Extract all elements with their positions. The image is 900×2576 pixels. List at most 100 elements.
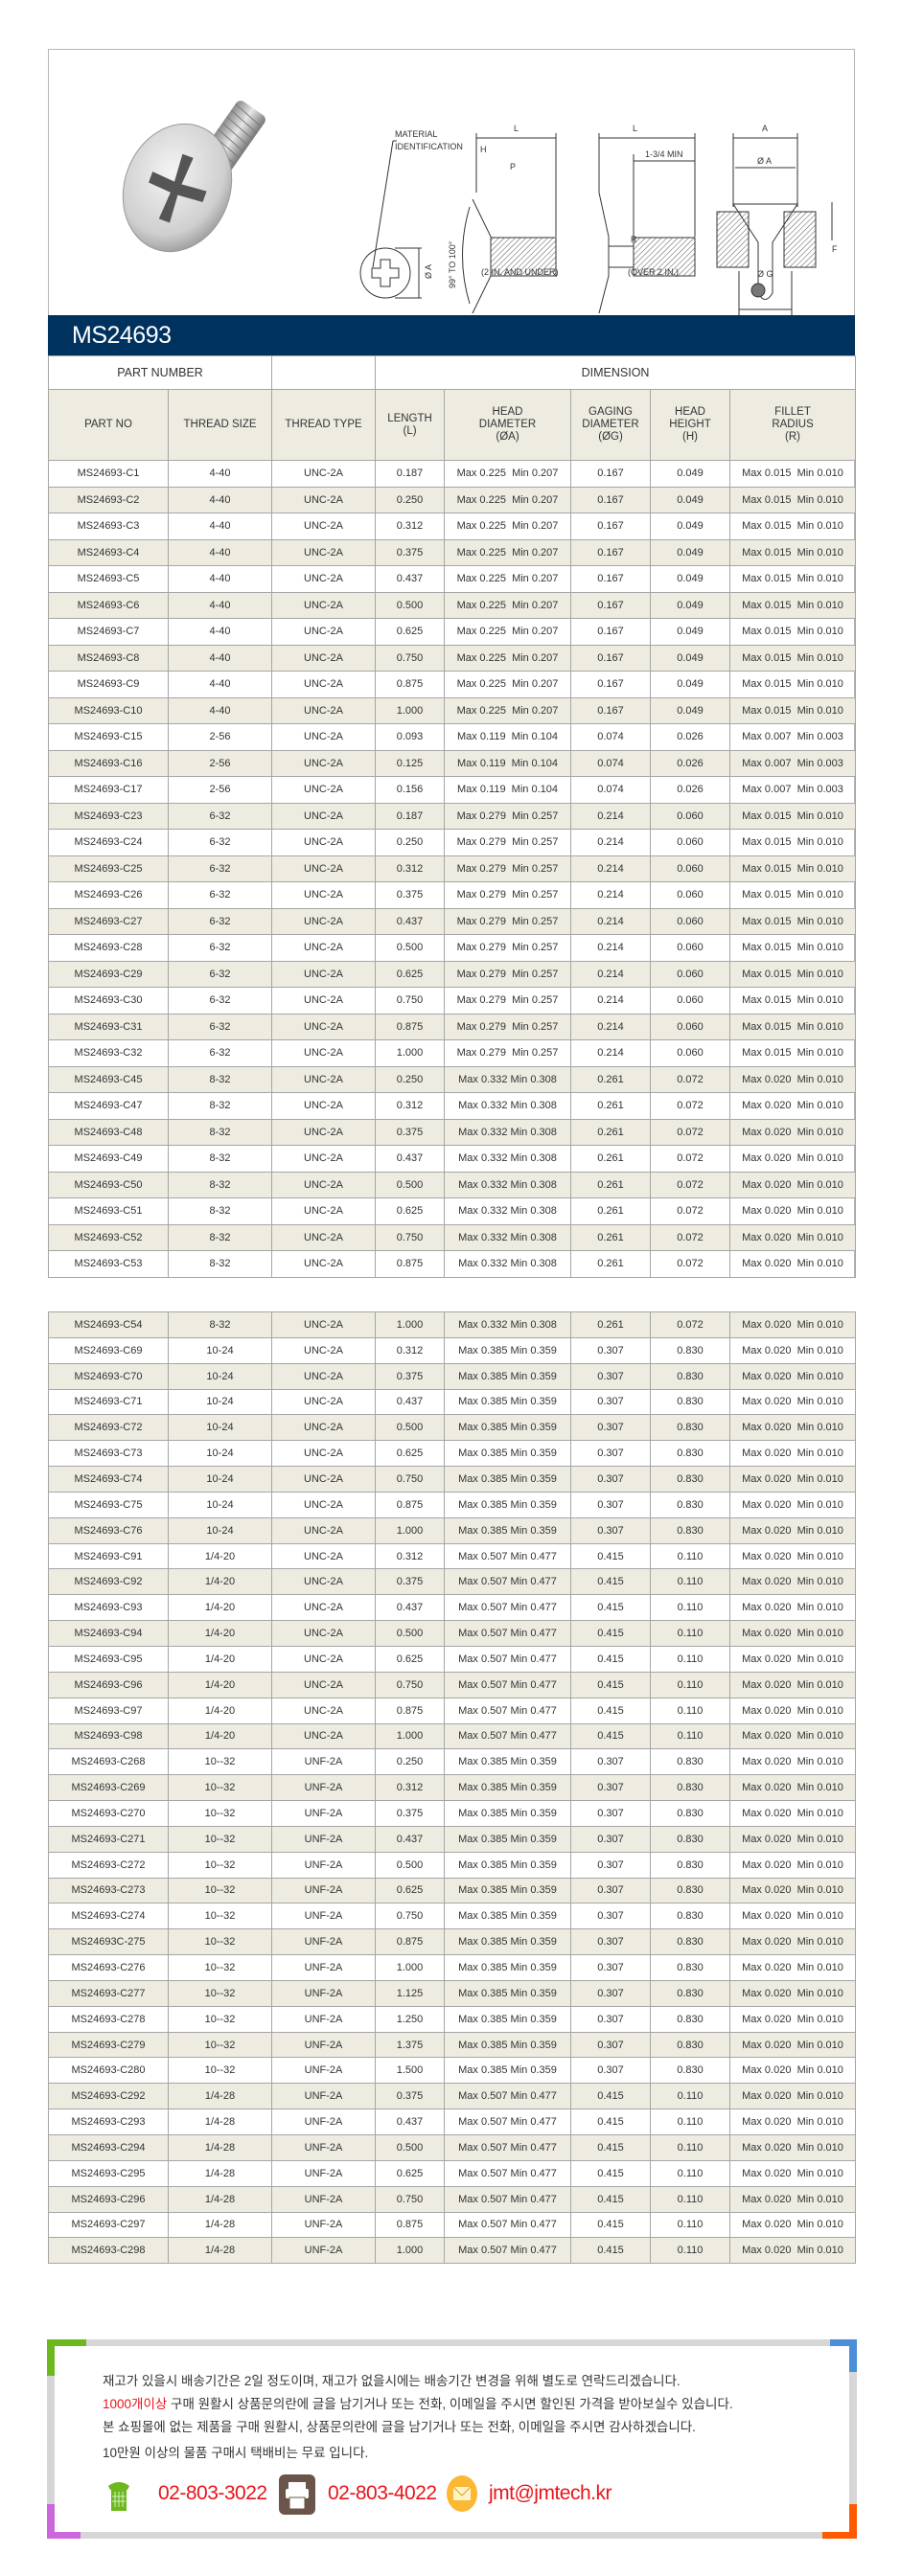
table-cell: 0.375 (375, 1362, 445, 1390)
table-cell: 0.415 (570, 1594, 651, 1622)
table-row: MS24693-C271 10--32 UNF-2A 0.437 Max 0.385 M… (48, 1825, 856, 1853)
email-address[interactable]: jmt@jmtech.kr (489, 2482, 612, 2504)
table-row: MS24693-C17 2-56 UNC-2A 0.156 Max 0.119 Min … (48, 776, 856, 804)
table-cell: 0.625 (375, 2159, 445, 2187)
table-cell: 10-24 (168, 1362, 272, 1390)
table-cell: UNC-2A (271, 1568, 376, 1596)
table-cell: 0.415 (570, 2211, 651, 2239)
table-cell: MS24693C-275 (48, 1928, 169, 1956)
notice-line-1: 재고가 있을시 배송기간은 2일 정도이며, 재고가 없을시에는 배송기간 변경… (103, 2374, 681, 2388)
table-row: MS24693-C3 4-40 UNC-2A 0.312 Max 0.225 Min 0… (48, 513, 856, 540)
table-cell: Max 0.020 Min 0.010 (729, 2057, 856, 2085)
table-cell: 0.375 (375, 538, 445, 566)
table-cell: 1.375 (375, 2031, 445, 2059)
table-cell: Max 0.332 Min 0.308 (444, 1197, 571, 1225)
table-row: MS24693-C298 1/4-28 UNF-2A 1.000 Max 0.507 M… (48, 2237, 856, 2265)
group-header-part-number: PART NUMBER (47, 355, 273, 390)
table-cell: 8-32 (168, 1118, 272, 1146)
table-cell: 0.830 (650, 1516, 730, 1544)
table-row: MS24693-C50 8-32 UNC-2A 0.500 Max 0.332 Min … (48, 1171, 856, 1198)
phone-icon (108, 2482, 129, 2511)
table-row: MS24693-C25 6-32 UNC-2A 0.312 Max 0.279 Min … (48, 855, 856, 882)
table-cell: 0.625 (375, 1877, 445, 1904)
table-cell: 0.072 (650, 1223, 730, 1251)
table-cell: MS24693-C7 (48, 618, 169, 646)
table-cell: 0.500 (375, 1851, 445, 1879)
table-cell: Max 0.007 Min 0.003 (729, 749, 856, 777)
column-header: PART NO (48, 389, 169, 461)
table-cell: 0.250 (375, 829, 445, 856)
corner-accent-top-left-v (47, 2339, 55, 2376)
table-cell: 1/4-20 (168, 1594, 272, 1622)
table-cell: 1/4-20 (168, 1568, 272, 1596)
table-cell: UNC-2A (271, 1223, 376, 1251)
length-label: L (514, 124, 519, 133)
table-cell: 0.415 (570, 2159, 651, 2187)
table-cell: 1/4-28 (168, 2109, 272, 2135)
table-cell: 0.307 (570, 1388, 651, 1416)
table-cell: UNF-2A (271, 2109, 376, 2135)
table-cell: 1.000 (375, 2237, 445, 2265)
table-cell: Max 0.332 Min 0.308 (444, 1092, 571, 1120)
table-cell: 1.500 (375, 2057, 445, 2085)
table-cell: 10-24 (168, 1516, 272, 1544)
table-cell: 0.261 (570, 1065, 651, 1093)
fax-number[interactable]: 02-803-4022 (328, 2482, 437, 2504)
table-cell: 0.060 (650, 855, 730, 882)
table-cell: Max 0.119 Min 0.104 (444, 749, 571, 777)
table-cell: UNF-2A (271, 1903, 376, 1930)
table-row: MS24693-C9 4-40 UNC-2A 0.875 Max 0.225 Min 0… (48, 671, 856, 698)
table-cell: Max 0.020 Min 0.010 (729, 1118, 856, 1146)
table-cell: 0.312 (375, 1092, 445, 1120)
table-cell: MS24693-C279 (48, 2031, 169, 2059)
table-cell: MS24693-C2 (48, 486, 169, 513)
table-cell: 1/4-28 (168, 2159, 272, 2187)
table-cell: Max 0.332 Min 0.308 (444, 1223, 571, 1251)
table-cell: UNF-2A (271, 2185, 376, 2213)
table-cell: 10-24 (168, 1466, 272, 1493)
table-cell: 0.312 (375, 1774, 445, 1802)
table-cell: 0.830 (650, 1851, 730, 1879)
table-cell: 0.026 (650, 749, 730, 777)
table-cell: UNC-2A (271, 1197, 376, 1225)
table-cell: 0.307 (570, 1336, 651, 1364)
table-cell: Max 0.020 Min 0.010 (729, 1250, 856, 1278)
table-cell: UNF-2A (271, 1979, 376, 2007)
table-cell: 0.307 (570, 1516, 651, 1544)
table-cell: Max 0.225 Min 0.207 (444, 513, 571, 540)
table-cell: Max 0.020 Min 0.010 (729, 1722, 856, 1750)
table-cell: 0.750 (375, 644, 445, 672)
table-cell: Max 0.015 Min 0.010 (729, 644, 856, 672)
table-cell: MS24693-C76 (48, 1516, 169, 1544)
phone-number[interactable]: 02-803-3022 (158, 2482, 267, 2504)
table-row: MS24693-C274 10--32 UNF-2A 0.750 Max 0.385 M… (48, 1903, 856, 1930)
table-cell: 0.312 (375, 513, 445, 540)
table-cell: 0.307 (570, 1440, 651, 1468)
table-cell: MS24693-C272 (48, 1851, 169, 1879)
table-cell: 0.830 (650, 1825, 730, 1853)
table-cell: 0.830 (650, 1903, 730, 1930)
table-cell: 0.307 (570, 1825, 651, 1853)
table-cell: MS24693-C274 (48, 1903, 169, 1930)
table-cell: Max 0.020 Min 0.010 (729, 1645, 856, 1673)
table-cell: Max 0.020 Min 0.010 (729, 1336, 856, 1364)
table-cell: Max 0.020 Min 0.010 (729, 1491, 856, 1518)
table-cell: 1.250 (375, 2005, 445, 2033)
table-cell: 0.312 (375, 1542, 445, 1570)
table-cell: Max 0.015 Min 0.010 (729, 618, 856, 646)
table-cell: MS24693-C70 (48, 1362, 169, 1390)
table-cell: 0.214 (570, 934, 651, 962)
table-cell: MS24693-C298 (48, 2237, 169, 2265)
table-cell: 1/4-28 (168, 2134, 272, 2161)
table-cell: MS24693-C45 (48, 1065, 169, 1093)
table-cell: 6-32 (168, 829, 272, 856)
table-cell: 6-32 (168, 934, 272, 962)
group-header-empty (271, 355, 377, 390)
table-cell: 0.049 (650, 671, 730, 698)
table-cell: 1/4-28 (168, 2211, 272, 2239)
table-cell: 0.214 (570, 1039, 651, 1067)
spec-table-header: PART NUMBER DIMENSION PART NO THREAD SIZE… (47, 355, 857, 461)
table-cell: 0.830 (650, 2005, 730, 2033)
table-cell: 0.875 (375, 1697, 445, 1724)
table-cell: 0.060 (650, 907, 730, 935)
